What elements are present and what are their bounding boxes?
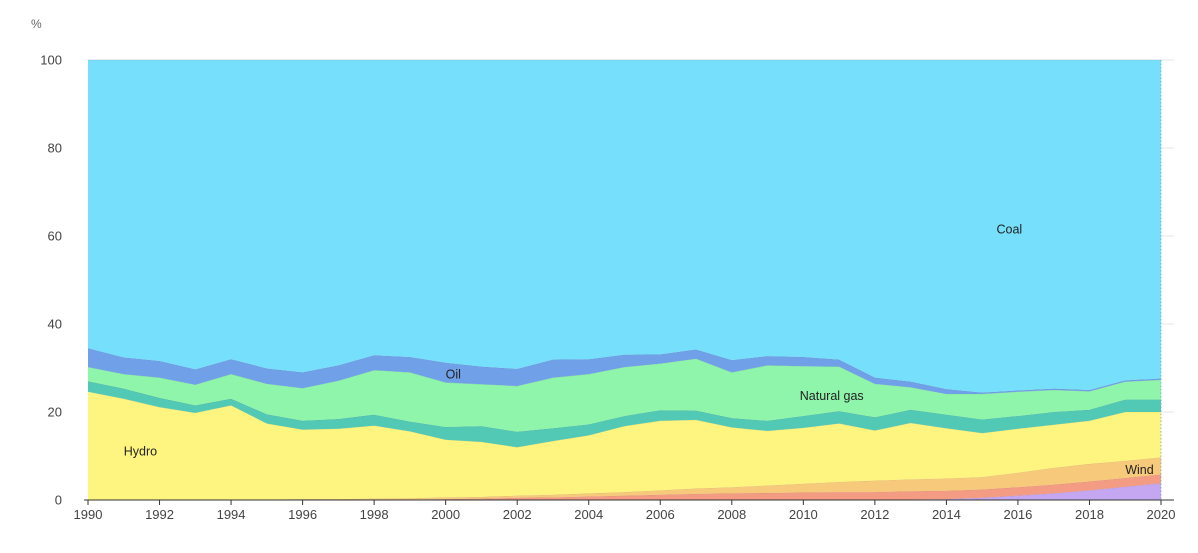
y-tick-label: 40 [48, 317, 62, 332]
y-tick-label: 60 [48, 229, 62, 244]
area-series-layer-1 [88, 483, 1161, 500]
series-label-hydro: Hydro [124, 445, 157, 459]
x-tick-label: 1994 [217, 507, 246, 522]
x-tick-label: 2012 [860, 507, 889, 522]
x-tick-label: 2010 [789, 507, 818, 522]
series-label-coal: Coal [996, 222, 1022, 236]
axes: 0 20 40 60 80 100 1990 1992 1994 1996 1998 2000 2002… [40, 53, 1175, 523]
x-tick-label: 2004 [574, 507, 603, 522]
area-series [87, 59, 1162, 501]
series-label-natural-gas: Natural gas [800, 389, 864, 403]
series-label-wind: Wind [1125, 463, 1154, 477]
y-tick-label: 0 [55, 493, 62, 508]
x-tick-label: 1996 [288, 507, 317, 522]
x-tick-label: 1992 [145, 507, 174, 522]
x-tick-label: 2018 [1075, 507, 1104, 522]
x-tick-label: 2000 [431, 507, 460, 522]
x-tick-label: 2016 [1003, 507, 1032, 522]
series-labels: Hydro Oil Natural gas Coal Wind [124, 222, 1154, 477]
area-series-layer-2 [88, 474, 1161, 500]
x-tick-label: 1998 [360, 507, 389, 522]
y-tick-label: 100 [40, 53, 62, 68]
area-series-coal [88, 60, 1161, 393]
x-tick-label: 2008 [717, 507, 746, 522]
area-series-natural-gas [88, 358, 1161, 432]
x-tick-label: 1990 [74, 507, 103, 522]
x-tick-label: 2014 [932, 507, 961, 522]
y-tick-label: 20 [48, 405, 62, 420]
y-axis-unit-label: % [31, 17, 42, 31]
y-tick-label: 80 [48, 141, 62, 156]
area-series-hydro [88, 391, 1161, 500]
series-label-oil: Oil [446, 368, 461, 382]
area-series-oil [88, 348, 1161, 394]
x-tick-label: 2020 [1147, 507, 1176, 522]
x-tick-label: 2002 [503, 507, 532, 522]
area-series-wind [88, 457, 1161, 500]
x-tick-label: 2006 [646, 507, 675, 522]
